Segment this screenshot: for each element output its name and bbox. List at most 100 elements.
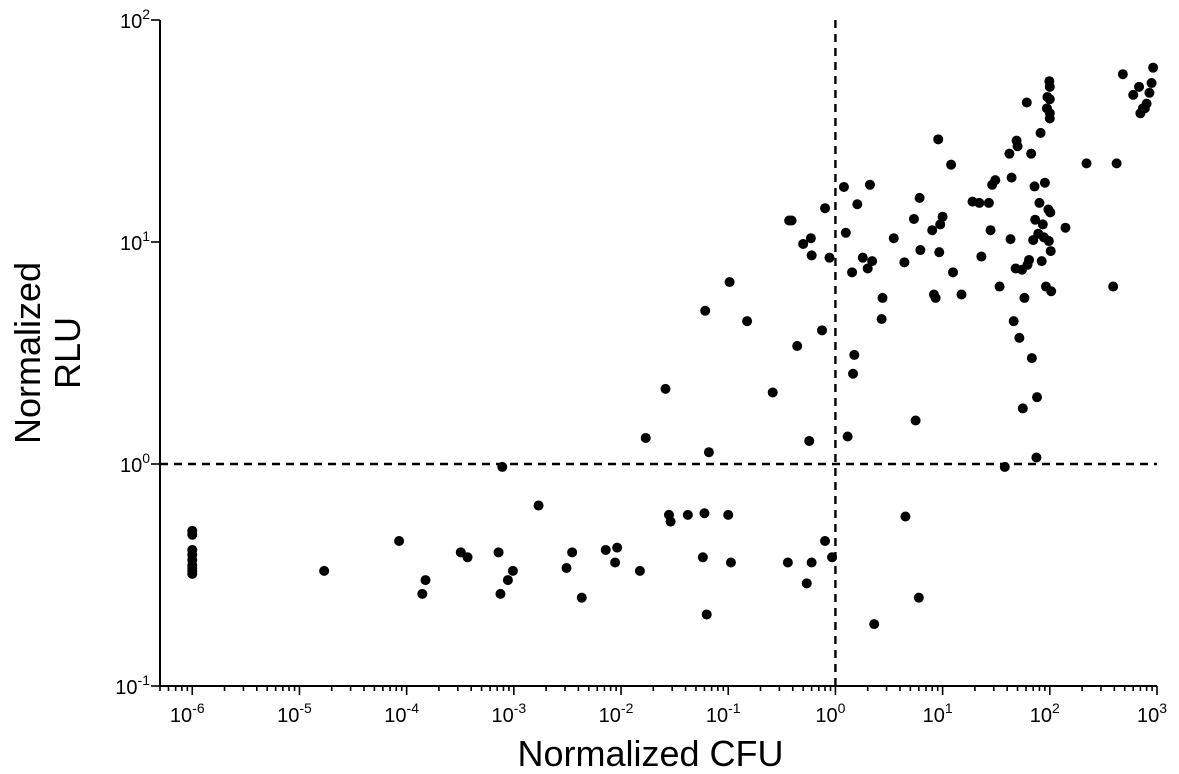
data-point bbox=[533, 500, 544, 511]
data-point bbox=[956, 289, 967, 300]
data-point bbox=[1111, 158, 1122, 169]
data-point bbox=[724, 277, 735, 288]
data-point bbox=[877, 292, 888, 303]
data-point bbox=[974, 197, 985, 208]
x-tick-label: 103 bbox=[1137, 700, 1167, 727]
data-point bbox=[983, 197, 994, 208]
data-point bbox=[187, 568, 198, 579]
data-point bbox=[933, 134, 944, 145]
data-point bbox=[782, 557, 793, 568]
data-point bbox=[1046, 286, 1057, 297]
data-point bbox=[1034, 197, 1045, 208]
data-point bbox=[827, 552, 838, 563]
data-point bbox=[1026, 353, 1037, 364]
data-point bbox=[1148, 62, 1159, 73]
x-axis-title: Normalized CFU bbox=[517, 733, 783, 774]
data-point bbox=[1108, 281, 1119, 292]
y-tick-label: 100 bbox=[120, 450, 150, 477]
data-point bbox=[900, 511, 911, 522]
data-point bbox=[703, 447, 714, 458]
data-point bbox=[1035, 127, 1046, 138]
data-point bbox=[1044, 108, 1055, 119]
data-point bbox=[1146, 78, 1157, 89]
data-point bbox=[462, 552, 473, 563]
x-tick-label: 10-6 bbox=[170, 700, 205, 727]
data-point bbox=[697, 552, 708, 563]
reference-lines bbox=[160, 20, 1157, 686]
data-point bbox=[417, 588, 428, 599]
data-point bbox=[948, 267, 959, 278]
data-point bbox=[1039, 177, 1050, 188]
data-point bbox=[908, 213, 919, 224]
x-tick-label: 10-5 bbox=[277, 700, 312, 727]
x-tick-label: 101 bbox=[923, 700, 953, 727]
x-axis-ticks: 10-6 10-5 10-4 10-3 10-2 10-1 100 101 102 103 bbox=[159, 686, 1167, 727]
data-point bbox=[1036, 256, 1047, 267]
data-point bbox=[1060, 222, 1071, 233]
data-point bbox=[1017, 403, 1028, 414]
data-point bbox=[576, 592, 587, 603]
data-point bbox=[1043, 236, 1054, 247]
data-point bbox=[1141, 98, 1152, 109]
x-tick-label: 10-3 bbox=[491, 700, 526, 727]
data-point bbox=[869, 619, 880, 630]
x-tick-label: 10-4 bbox=[384, 700, 419, 727]
data-point bbox=[915, 245, 926, 256]
y-axis-ticks: 10-1 100 101 102 bbox=[115, 6, 160, 699]
data-point bbox=[817, 325, 828, 336]
data-point bbox=[806, 557, 817, 568]
data-point bbox=[610, 557, 621, 568]
data-point bbox=[699, 508, 710, 519]
data-point bbox=[1044, 94, 1055, 105]
data-point bbox=[792, 341, 803, 352]
y-tick-label: 101 bbox=[120, 228, 150, 255]
y-axis-title-line-2: RLU bbox=[47, 317, 88, 389]
data-point bbox=[867, 256, 878, 267]
data-point bbox=[1008, 316, 1019, 327]
data-point bbox=[561, 563, 572, 574]
data-point bbox=[420, 575, 431, 586]
data-point bbox=[840, 227, 851, 238]
data-point bbox=[848, 368, 859, 379]
data-point bbox=[786, 215, 797, 226]
data-point bbox=[1004, 148, 1015, 159]
data-point bbox=[804, 435, 815, 446]
data-point bbox=[640, 432, 651, 443]
data-point bbox=[1029, 181, 1040, 192]
data-point bbox=[946, 159, 957, 170]
data-point bbox=[994, 281, 1005, 292]
data-point bbox=[1024, 254, 1035, 265]
data-points bbox=[187, 62, 1159, 630]
data-point bbox=[1014, 332, 1025, 343]
data-point bbox=[999, 461, 1010, 472]
data-point bbox=[1019, 292, 1030, 303]
data-point bbox=[319, 565, 330, 576]
data-point bbox=[1045, 246, 1056, 257]
data-point bbox=[725, 557, 736, 568]
data-point bbox=[801, 578, 812, 589]
data-point bbox=[934, 247, 945, 258]
data-point bbox=[1021, 97, 1032, 108]
data-point bbox=[1128, 89, 1139, 100]
data-point bbox=[985, 225, 996, 236]
data-point bbox=[935, 219, 946, 230]
data-point bbox=[798, 238, 809, 249]
data-point bbox=[820, 203, 831, 214]
data-point bbox=[927, 225, 938, 236]
data-point bbox=[899, 257, 910, 268]
data-point bbox=[937, 211, 948, 222]
data-point bbox=[1006, 172, 1017, 183]
data-point bbox=[701, 609, 712, 620]
x-tick-label: 100 bbox=[815, 700, 845, 727]
data-point bbox=[1031, 452, 1042, 463]
data-point bbox=[634, 565, 645, 576]
data-point bbox=[1117, 69, 1128, 80]
y-tick-label: 10-1 bbox=[115, 672, 150, 699]
data-point bbox=[1134, 81, 1145, 92]
data-point bbox=[502, 575, 513, 586]
data-point bbox=[852, 199, 863, 210]
data-point bbox=[1144, 87, 1155, 98]
data-point bbox=[847, 267, 858, 278]
data-point bbox=[1037, 219, 1048, 230]
